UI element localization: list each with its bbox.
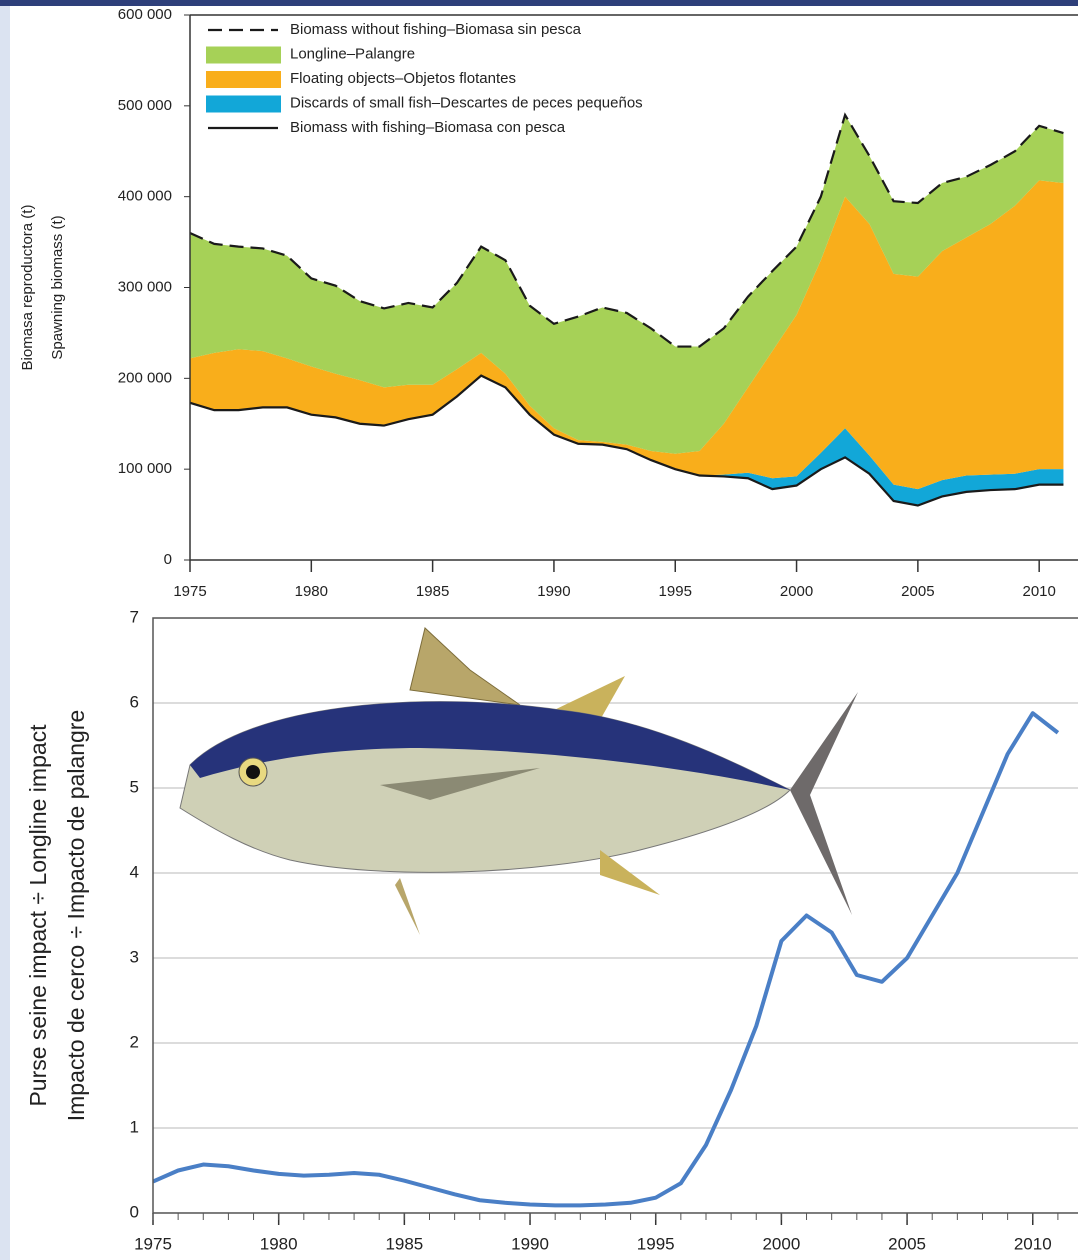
y-tick-label: 2 [130,1032,139,1051]
area [190,114,1064,454]
x-tick-label: 1990 [537,583,570,600]
pectoral-fin [380,768,540,800]
legend-label: Biomass without fishing–Biomasa sin pesc… [290,21,582,38]
y-tick-label: 500 000 [118,97,172,114]
y-tick-label: 400 000 [118,188,172,205]
x-tick-label: 1975 [173,583,206,600]
y-axis-label: Biomasa reproductora (t) [19,205,36,371]
x-tick-label: 1980 [295,583,328,600]
x-tick-label: 1995 [637,1234,675,1253]
y-tick-label: 7 [130,607,139,626]
plot-area [190,112,1064,507]
y-tick-label: 0 [164,551,172,568]
y-tick-label: 1 [130,1117,139,1136]
y-axis-label: Purse seine impact ÷ Longline impact [25,724,51,1107]
axis-frame [152,617,1078,1214]
x-tick-label: 1985 [385,1234,423,1253]
x-tick-label: 1980 [260,1234,298,1253]
x-tick-label: 1985 [416,583,449,600]
top-border [0,0,1078,6]
y-tick-label: 6 [130,692,139,711]
x-tick-label: 1975 [134,1234,172,1253]
legend-label: Biomass with fishing–Biomasa con pesca [290,119,566,136]
x-tick-label: 2010 [1014,1234,1052,1253]
legend-swatch [206,46,281,64]
x-tick-label: 1990 [511,1234,549,1253]
dashed-line [190,112,1064,348]
y-tick-label: 5 [130,777,139,796]
y-axis-label: Spawning biomass (t) [49,215,66,359]
y-tick-label: 100 000 [118,460,172,477]
tuna-illustration [179,627,858,935]
x-tick-label: 2000 [780,583,813,600]
legend-label: Discards of small fish–Descartes de pece… [290,94,643,111]
tail [790,692,858,915]
y-tick-label: 300 000 [118,278,172,295]
axis-frame [189,15,1078,561]
legend-swatch [206,95,281,113]
y-tick-label: 600 000 [118,6,172,23]
x-tick-label: 1995 [659,583,692,600]
area [190,180,1064,490]
left-strip [0,6,10,1260]
legend-swatch [206,71,281,88]
anal-fin [600,850,660,895]
y-tick-label: 0 [130,1202,139,1221]
x-tick-label: 2005 [901,583,934,600]
line [153,711,1060,1208]
y-tick-label: 4 [130,862,139,881]
pelvic-fin [395,878,420,935]
y-tick-label: 200 000 [118,369,172,386]
x-tick-label: 2005 [888,1234,926,1253]
second-dorsal-fin [550,676,625,720]
x-tick-label: 2010 [1022,583,1055,600]
y-axis-label: Impacto de cerco ÷ Impacto de palangre [63,710,89,1122]
legend-label: Floating objects–Objetos flotantes [290,70,516,87]
back [190,701,790,790]
biomass-chart: 0 100 000 200 000 300 000 400 000 500 000 600 … [19,6,1078,600]
y-tick-label: 3 [130,947,139,966]
line [190,374,1064,507]
x-tick-label: 2000 [762,1234,800,1253]
dorsal-fin [409,627,521,706]
legend-label: Longline–Palangre [290,45,415,62]
pupil [246,765,260,779]
